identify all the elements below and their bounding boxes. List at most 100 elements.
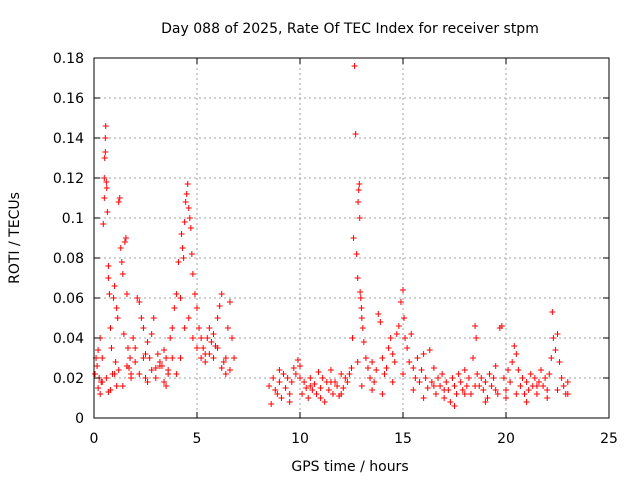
data-point (136, 371, 143, 377)
data-point (177, 295, 184, 301)
data-point (355, 187, 362, 193)
data-point (449, 375, 456, 381)
data-point (105, 275, 112, 281)
data-point (150, 315, 157, 321)
data-point (560, 383, 567, 389)
data-point (297, 375, 303, 381)
data-point (420, 395, 427, 401)
data-point (389, 379, 396, 385)
data-point (373, 367, 380, 373)
data-point (549, 309, 556, 315)
data-point (535, 379, 542, 385)
data-point (118, 259, 125, 265)
data-point (108, 345, 115, 351)
x-tick-label: 25 (600, 431, 618, 447)
data-point (523, 399, 530, 405)
data-point (307, 375, 314, 381)
y-axis-title: ROTI / TECUs (7, 192, 23, 284)
data-point (558, 375, 565, 381)
data-point (94, 363, 101, 369)
data-point (194, 345, 200, 351)
axis-ticks (93, 57, 610, 419)
data-point (385, 345, 392, 351)
data-point (198, 335, 205, 341)
data-point (461, 391, 468, 397)
data-point (410, 365, 417, 371)
data-point (486, 371, 493, 377)
data-point (482, 399, 489, 405)
data-point (97, 391, 104, 397)
data-point (418, 367, 425, 373)
data-point (92, 371, 99, 377)
data-point (371, 379, 378, 385)
y-tick-label: 0.12 (53, 171, 84, 187)
data-point (222, 371, 229, 377)
data-point (270, 375, 277, 381)
data-point (148, 331, 155, 337)
tick-labels: 0 0.02 0.04 0.06 0.08 0.1 0.12 0.14 0.16 0.18 0 5 10… (53, 51, 618, 447)
data-point (103, 185, 110, 191)
data-point (136, 299, 143, 305)
data-point (355, 199, 362, 205)
data-point (517, 383, 524, 389)
data-point (115, 367, 122, 373)
data-point (266, 383, 273, 389)
data-point (102, 135, 109, 141)
data-point (286, 399, 293, 405)
x-tick-label: 20 (497, 431, 515, 447)
data-point (521, 391, 528, 397)
data-point (113, 383, 120, 389)
data-point (169, 325, 176, 331)
data-point (178, 231, 185, 237)
data-point (173, 371, 180, 377)
data-point (349, 335, 356, 341)
data-point (402, 335, 409, 341)
data-point (123, 363, 130, 369)
data-point (272, 387, 279, 393)
data-point (186, 215, 193, 221)
data-point (113, 305, 120, 311)
data-point (451, 403, 458, 409)
data-point (544, 395, 551, 401)
data-point (338, 371, 345, 377)
data-point (362, 355, 369, 361)
data-point (348, 365, 355, 371)
data-point (294, 357, 301, 363)
data-point (317, 395, 324, 401)
data-point (544, 387, 551, 393)
data-point (301, 379, 308, 385)
data-point (410, 387, 417, 393)
data-point (307, 383, 314, 389)
data-point (451, 383, 458, 389)
data-point (351, 63, 358, 69)
x-tick-label: 10 (291, 431, 309, 447)
data-point (102, 123, 109, 129)
data-point (455, 371, 462, 377)
data-point (527, 371, 534, 377)
data-point (276, 367, 283, 373)
data-point (533, 391, 540, 397)
data-point (99, 355, 106, 361)
data-point (383, 365, 390, 371)
data-point (435, 375, 442, 381)
data-point (290, 365, 297, 371)
data-point (554, 387, 561, 393)
data-point (114, 315, 121, 321)
data-point (229, 335, 236, 341)
data-point (437, 383, 444, 389)
data-point (391, 359, 398, 365)
data-point (101, 155, 108, 161)
data-point (311, 381, 318, 387)
data-point (105, 389, 112, 395)
data-point (375, 311, 382, 317)
data-point (110, 295, 117, 301)
data-point (364, 365, 371, 371)
data-point (430, 365, 437, 371)
data-point (99, 379, 106, 385)
data-point (189, 271, 196, 277)
data-point (218, 291, 225, 297)
data-point (134, 295, 141, 301)
data-point (329, 391, 336, 397)
data-point (184, 181, 191, 187)
